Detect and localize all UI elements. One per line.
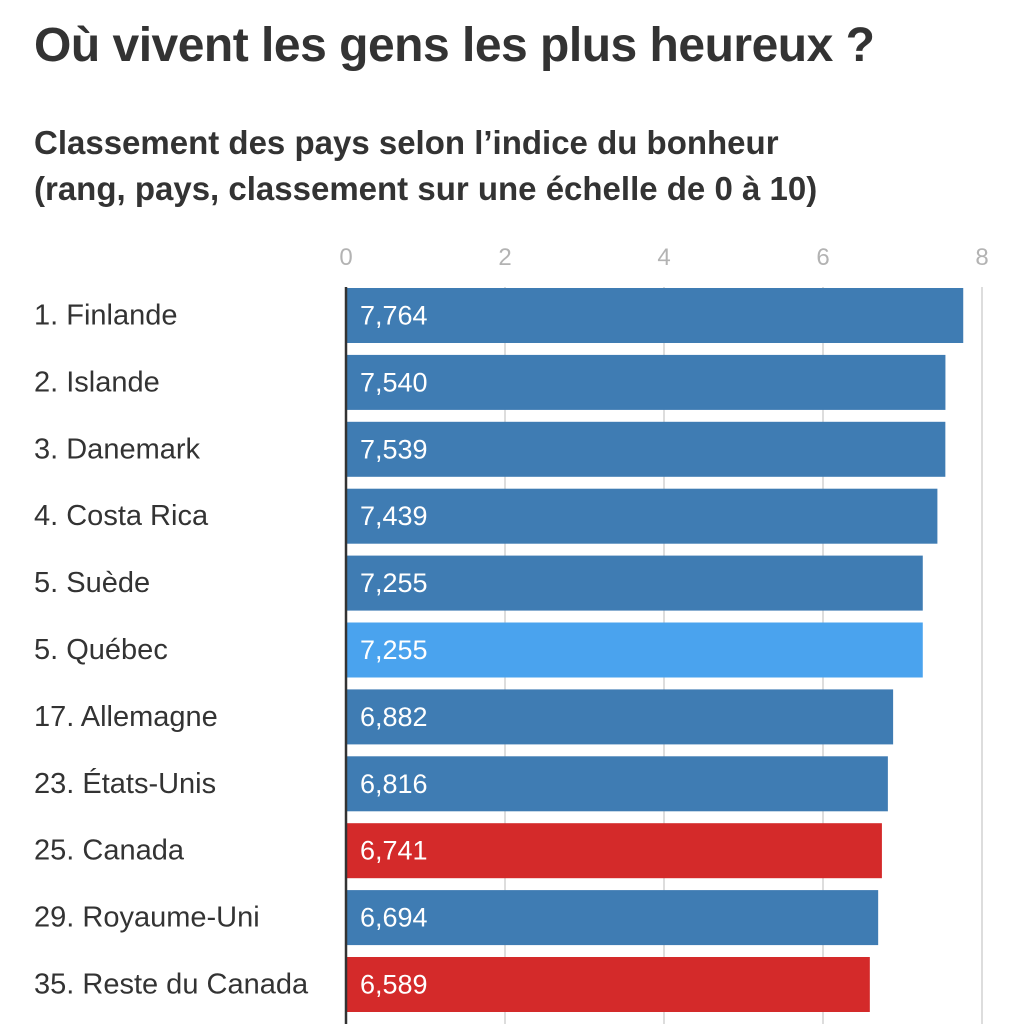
bar-9	[346, 823, 882, 879]
value-label-6: 7,255	[360, 635, 428, 665]
bar-1	[346, 288, 964, 343]
value-label-5: 7,255	[360, 568, 428, 598]
bar-2	[346, 354, 946, 410]
chart-title: Où vivent les gens les plus heureux ?	[34, 19, 875, 72]
value-label-9: 6,741	[360, 836, 428, 866]
bar-8	[346, 756, 888, 812]
category-label-6: 5. Québec	[34, 634, 168, 666]
value-label-2: 7,540	[360, 367, 428, 397]
bar-5	[346, 555, 923, 611]
x-tick-label-6: 6	[816, 244, 829, 271]
x-tick-label-8: 8	[975, 244, 988, 271]
category-label-5: 5. Suède	[34, 567, 150, 599]
value-label-7: 6,882	[360, 702, 428, 732]
category-label-7: 17. Allemagne	[34, 701, 218, 733]
chart-subtitle-line-2: (rang, pays, classement sur une échelle …	[34, 170, 818, 207]
value-label-11: 6,589	[360, 970, 428, 1000]
bar-4	[346, 488, 938, 544]
category-label-1: 1. Finlande	[34, 300, 178, 332]
x-tick-label-4: 4	[657, 244, 670, 271]
x-tick-label-0: 0	[339, 244, 352, 271]
chart-subtitle: Classement des pays selon l’indice du bo…	[34, 120, 817, 212]
bar-11	[346, 957, 870, 1012]
category-label-11: 35. Reste du Canada	[34, 969, 309, 1001]
bar-3	[346, 421, 946, 477]
category-label-8: 23. États-Unis	[34, 767, 216, 800]
value-label-1: 7,764	[360, 301, 428, 331]
value-label-10: 6,694	[360, 903, 428, 933]
bar-7	[346, 689, 894, 745]
value-label-4: 7,439	[360, 501, 428, 531]
bar-10	[346, 890, 879, 946]
value-label-3: 7,539	[360, 434, 428, 464]
chart-subtitle-line-1: Classement des pays selon l’indice du bo…	[34, 124, 779, 161]
category-label-10: 29. Royaume-Uni	[34, 902, 260, 934]
value-label-8: 6,816	[360, 769, 428, 799]
category-label-4: 4. Costa Rica	[34, 500, 209, 532]
category-label-3: 3. Danemark	[34, 433, 201, 465]
x-tick-label-2: 2	[498, 244, 511, 271]
category-label-2: 2. Islande	[34, 366, 160, 398]
category-label-9: 25. Canada	[34, 835, 185, 867]
bar-6	[346, 622, 923, 678]
